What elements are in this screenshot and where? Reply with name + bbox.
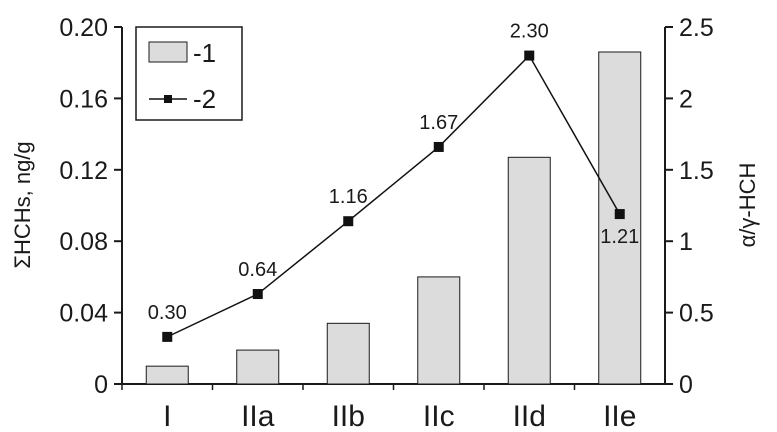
legend-swatch-marker (164, 95, 172, 103)
legend-label-1: -1 (193, 38, 216, 68)
line-marker (162, 331, 173, 342)
data-label: 0.30 (148, 302, 187, 324)
data-label: 1.67 (419, 112, 458, 134)
left-tick-label: 0.12 (59, 157, 108, 185)
right-tick-label: 2.5 (679, 14, 714, 42)
bar (326, 322, 370, 385)
bars (145, 51, 642, 385)
left-axis-ticks: 0 0.04 0.08 0.12 0.16 0.20 (59, 14, 122, 399)
category-label: IIb (332, 400, 365, 432)
bar (507, 156, 551, 385)
left-tick-label: 0.08 (59, 228, 108, 256)
left-tick-label: 0.16 (59, 85, 108, 113)
bar (145, 365, 189, 385)
right-tick-label: 1 (679, 228, 693, 256)
right-tick-label: 0.5 (679, 300, 714, 328)
series-line (166, 54, 621, 338)
data-label: 2.30 (510, 21, 549, 43)
line-marker (614, 209, 625, 220)
y-axis-title-right: α/γ-HCH (735, 163, 760, 248)
left-tick-label: 0 (94, 371, 108, 399)
left-tick-label: 0.04 (59, 300, 108, 328)
legend-label-2: -2 (193, 84, 216, 114)
line-marker (252, 289, 263, 300)
data-label: 1.16 (329, 186, 368, 208)
line-marker (524, 50, 535, 61)
right-tick-label: 0 (679, 371, 693, 399)
legend-swatch-bar (148, 41, 188, 63)
category-label: IId (513, 400, 546, 432)
legend: -1 -2 (135, 26, 243, 121)
category-labels: I IIa IIb IIc IId IIe (121, 384, 636, 432)
y-axis-title-left: ΣHCHs, ng/g (10, 141, 35, 268)
line-series: 0.30 0.64 1.16 1.67 2.30 1.21 (148, 21, 639, 342)
right-tick-label: 1.5 (679, 157, 714, 185)
category-label: I (163, 400, 171, 432)
right-tick-label: 2 (679, 85, 693, 113)
right-axis-ticks: 0 0.5 1 1.5 2 2.5 (665, 14, 714, 399)
category-label: IIe (603, 400, 636, 432)
line-marker (433, 141, 444, 152)
data-label: 1.21 (600, 226, 639, 248)
data-label: 0.64 (238, 259, 277, 281)
bar (417, 276, 461, 385)
category-label: IIc (423, 400, 455, 432)
line-marker (343, 216, 354, 227)
bar (236, 349, 280, 385)
category-label: IIa (241, 400, 275, 432)
legend-box (135, 26, 243, 121)
left-tick-label: 0.20 (59, 14, 108, 42)
